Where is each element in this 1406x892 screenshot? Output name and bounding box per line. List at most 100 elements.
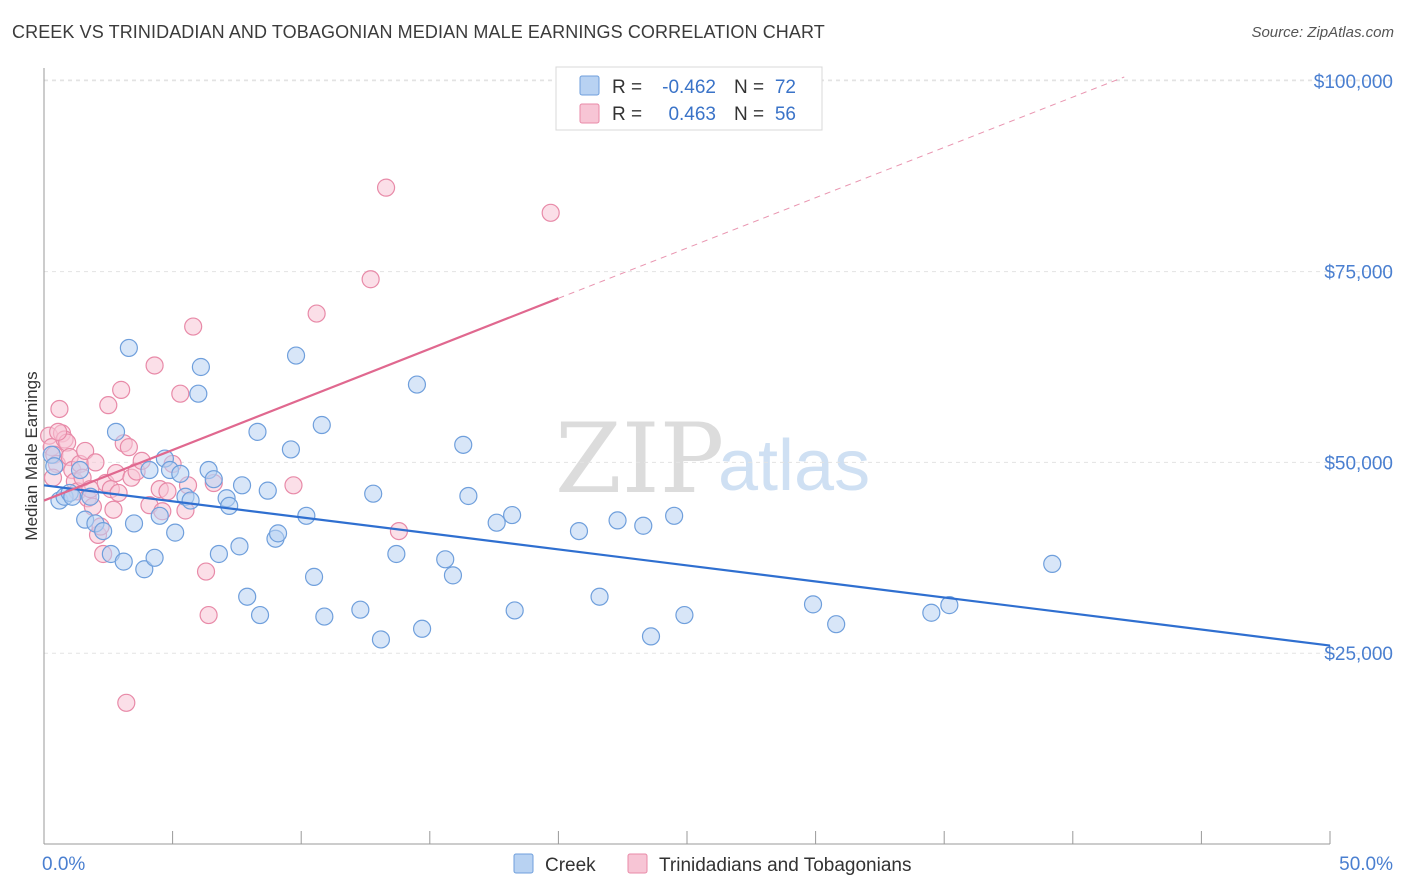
trend-lines bbox=[43, 76, 1331, 647]
creek-point-32 bbox=[220, 496, 239, 516]
creek-point-38 bbox=[258, 481, 277, 500]
creek-point-23 bbox=[171, 464, 190, 483]
creek-point-17 bbox=[140, 460, 159, 480]
creek-trend-line bbox=[43, 484, 1331, 647]
creek-point-35 bbox=[238, 587, 257, 606]
trinidadian-point-46 bbox=[199, 605, 218, 625]
trinidadian-point-14 bbox=[76, 441, 95, 461]
trinidadian-point-50 bbox=[361, 270, 380, 289]
bottom-legend-label-trinidadian: Trinidadians and Tobagonians bbox=[659, 855, 911, 876]
creek-point-56 bbox=[459, 486, 478, 506]
creek-point-44 bbox=[304, 567, 324, 586]
creek-point-19 bbox=[150, 506, 169, 525]
trinidadian-point-53 bbox=[541, 203, 560, 222]
chart-title: CREEK VS TRINIDADIAN AND TOBAGONIAN MEDI… bbox=[12, 22, 825, 42]
trinidadian-point-49 bbox=[307, 304, 326, 323]
trinidadian-point-18 bbox=[86, 453, 105, 472]
trinidadian-trend-extension bbox=[558, 76, 1125, 299]
creek-point-12 bbox=[106, 422, 126, 441]
creek-point-68 bbox=[827, 615, 846, 634]
bottom-legend-label-creek: Creek bbox=[545, 855, 596, 876]
creek-point-48 bbox=[364, 484, 383, 503]
trinidadian-point-4 bbox=[50, 399, 69, 419]
creek-point-41 bbox=[281, 440, 301, 459]
creek-point-10 bbox=[94, 521, 113, 541]
bottom-legend-swatch-creek bbox=[513, 853, 534, 874]
creek-point-50 bbox=[387, 544, 406, 564]
creek-point-46 bbox=[315, 607, 334, 626]
creek-point-30 bbox=[209, 544, 228, 564]
creek-point-25 bbox=[181, 491, 200, 510]
creek-point-66 bbox=[675, 605, 694, 625]
legend-swatch-creek bbox=[579, 75, 600, 96]
trinidadian-point-31 bbox=[119, 438, 138, 457]
trinidadian-point-39 bbox=[158, 482, 177, 501]
x-tick-label-0: 0.0% bbox=[42, 854, 85, 875]
creek-point-27 bbox=[191, 357, 210, 377]
creek-point-61 bbox=[590, 587, 609, 606]
creek-point-22 bbox=[166, 523, 185, 542]
trinidadian-trend-line bbox=[43, 297, 559, 502]
series-creek-points bbox=[42, 338, 1062, 649]
trinidadian-point-41 bbox=[171, 384, 190, 403]
y-tick-label-2: $75,000 bbox=[1324, 263, 1393, 284]
trinidadian-point-44 bbox=[184, 317, 203, 336]
x-tick-labels: 0.0% 50.0% bbox=[42, 854, 1393, 875]
y-tick-labels: $25,000 $50,000 $75,000 $100,000 bbox=[1314, 72, 1393, 665]
creek-point-33 bbox=[230, 537, 249, 556]
creek-point-71 bbox=[1043, 554, 1062, 574]
creek-point-59 bbox=[505, 601, 524, 620]
grid-lines bbox=[44, 79, 1392, 654]
y-tick-label-1: $50,000 bbox=[1324, 453, 1393, 474]
creek-point-70 bbox=[940, 596, 959, 615]
series-trinidadian-points bbox=[40, 178, 560, 712]
legend-n-label-creek: N = bbox=[734, 77, 764, 98]
creek-point-49 bbox=[371, 630, 391, 649]
legend-n-label-trinidadian: N = bbox=[734, 104, 764, 125]
y-tick-label-3: $100,000 bbox=[1314, 72, 1393, 93]
y-axis-title: Median Male Earnings bbox=[22, 371, 41, 540]
trinidadian-point-45 bbox=[196, 562, 216, 581]
trinidadian-point-30 bbox=[117, 693, 136, 712]
bottom-legend: Creek Trinidadians and Tobagonians bbox=[513, 853, 911, 876]
legend-box: R = -0.462 N = 72 R = 0.463 N = 56 bbox=[555, 66, 823, 131]
creek-point-67 bbox=[803, 595, 823, 614]
creek-point-34 bbox=[232, 476, 252, 495]
creek-point-62 bbox=[608, 511, 627, 530]
creek-point-60 bbox=[569, 521, 589, 541]
trinidadian-point-55 bbox=[49, 422, 68, 441]
trinidadian-point-36 bbox=[145, 356, 164, 375]
creek-point-64 bbox=[641, 627, 661, 646]
legend-swatch-trinidadian bbox=[579, 103, 600, 124]
creek-point-15 bbox=[124, 514, 144, 533]
creek-point-1 bbox=[45, 457, 64, 476]
creek-point-57 bbox=[487, 513, 506, 532]
legend-r-label-creek: R = bbox=[612, 77, 642, 98]
creek-point-52 bbox=[412, 619, 432, 638]
legend-r-value-trinidadian: 0.463 bbox=[668, 104, 716, 125]
x-tick-label-1: 50.0% bbox=[1339, 854, 1393, 875]
creek-point-63 bbox=[634, 516, 653, 535]
creek-point-45 bbox=[312, 415, 331, 435]
creek-point-43 bbox=[297, 506, 316, 525]
creek-point-13 bbox=[114, 552, 133, 571]
bottom-legend-swatch-trinidadian bbox=[627, 853, 648, 874]
creek-point-29 bbox=[204, 470, 223, 489]
creek-point-65 bbox=[665, 506, 684, 525]
legend-n-value-trinidadian: 56 bbox=[775, 104, 796, 125]
creek-point-51 bbox=[407, 375, 427, 394]
watermark-zip: ZIP bbox=[555, 403, 724, 515]
creek-point-6 bbox=[70, 460, 90, 480]
creek-point-58 bbox=[503, 505, 522, 525]
creek-point-42 bbox=[286, 346, 306, 365]
creek-point-55 bbox=[454, 435, 473, 454]
creek-point-54 bbox=[443, 566, 463, 585]
x-tick-marks bbox=[43, 831, 1331, 844]
creek-point-26 bbox=[189, 384, 208, 403]
trinidadian-point-48 bbox=[284, 476, 303, 495]
creek-point-40 bbox=[268, 524, 288, 543]
creek-point-47 bbox=[351, 600, 370, 619]
legend-frame bbox=[555, 66, 823, 131]
trinidadian-point-28 bbox=[112, 380, 131, 399]
